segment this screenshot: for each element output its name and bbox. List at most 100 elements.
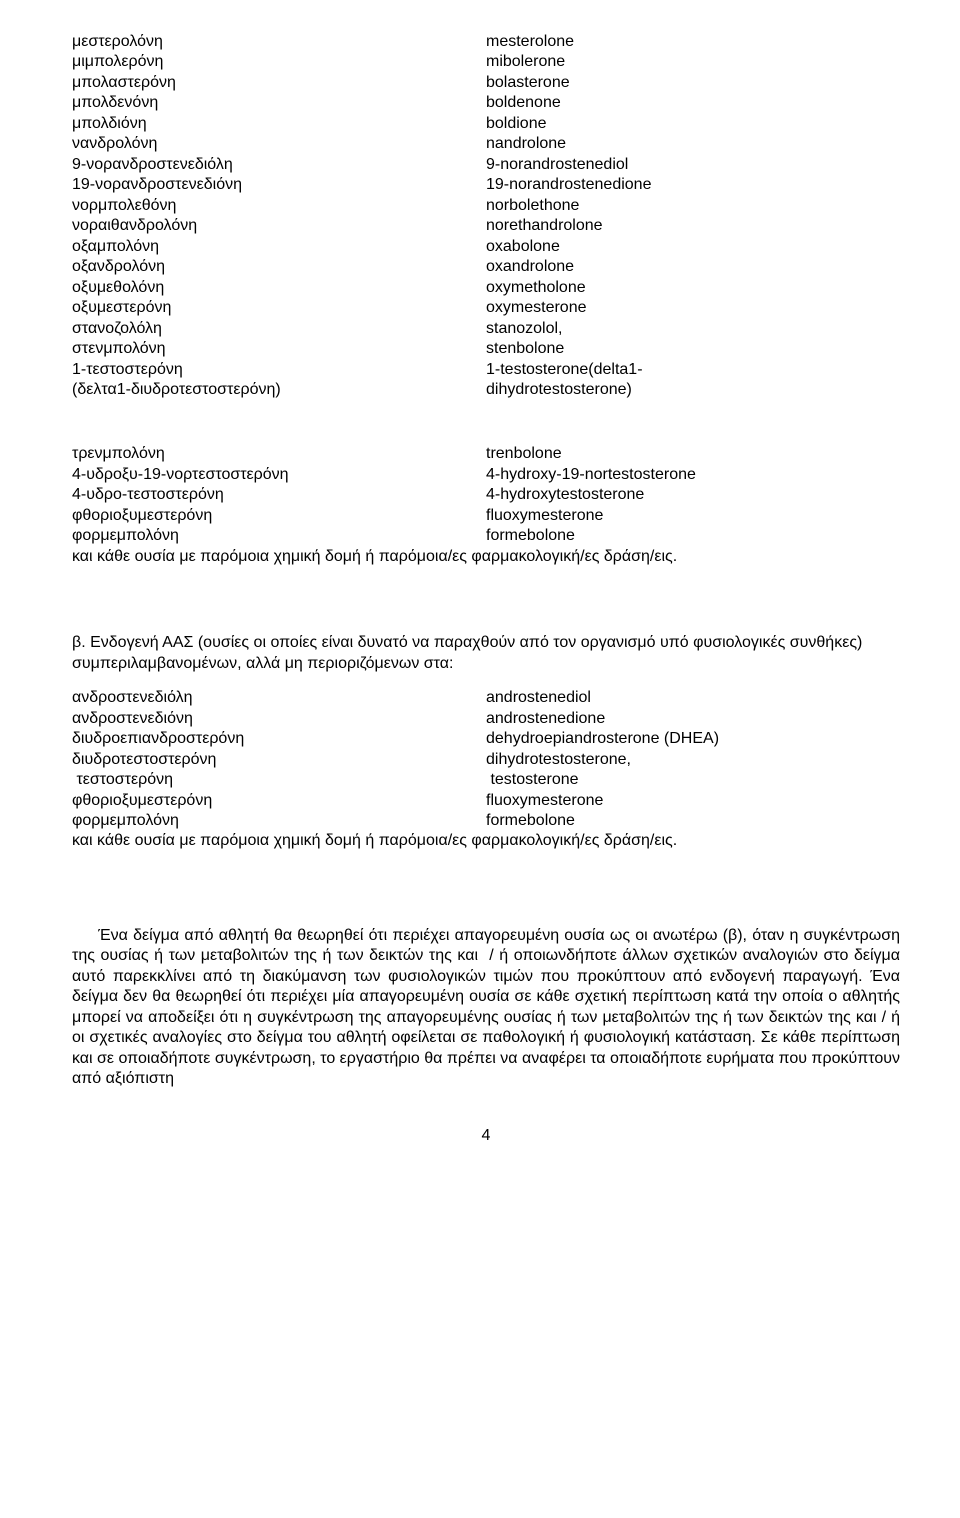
greek-term: 1-τεστοστερόνη (δελτα1-διυδροτεστοστερόν… [72, 360, 486, 401]
latin-term-text: trenbolone [486, 445, 562, 462]
greek-term-text: οξυμεστερόνη [72, 299, 171, 316]
final-paragraph: Ένα δείγμα από αθλητή θα θεωρηθεί ότι πε… [72, 926, 900, 1090]
greek-term: μπολαστερόνη [72, 73, 486, 93]
greek-term-text: διυδροεπιανδροστερόνη [72, 730, 244, 747]
greek-term: 4-υδρο-τεστοστερόνη [72, 485, 486, 505]
greek-term: τεστοστερόνη [72, 770, 486, 790]
table-row: τεστοστερόνη testosterone [72, 770, 900, 790]
greek-term: νανδρολόνη [72, 134, 486, 154]
latin-term: 4-hydroxy-19-nortestosterone [486, 465, 900, 485]
greek-term: ανδροστενεδιόνη [72, 709, 486, 729]
greek-term-text: 4-υδρο-τεστοστερόνη [72, 486, 224, 503]
latin-term: 1-testosterone(delta1- dihydrotestostero… [486, 360, 900, 401]
latin-term-text: androstenediol [486, 689, 591, 706]
table-row: φθοριοξυμεστερόνηfluoxymesterone [72, 506, 900, 526]
greek-term: φορμεμπολόνη [72, 811, 486, 831]
latin-term: fluoxymesterone [486, 506, 900, 526]
latin-term: oxymetholone [486, 278, 900, 298]
latin-term-text: oxandrolone [486, 258, 574, 275]
table-row: μπολαστερόνηbolasterone [72, 73, 900, 93]
greek-term-text: 19-νορανδροστενεδιόνη [72, 176, 242, 193]
latin-term: boldenone [486, 93, 900, 113]
section-b-trailing-line: και κάθε ουσία με παρόμοια χημική δομή ή… [72, 831, 900, 851]
section-gap [72, 589, 900, 611]
greek-term-text: νοραιθανδρολόνη [72, 217, 197, 234]
table-row: μπολδενόνη boldenone [72, 93, 900, 113]
list2-trailing-line: και κάθε ουσία με παρόμοια χημική δομή ή… [72, 547, 900, 567]
section-gap [72, 874, 900, 896]
greek-term-text: 1-τεστοστερόνη (δελτα1-διυδροτεστοστερόν… [72, 361, 281, 398]
latin-term-text: 4-hydroxytestosterone [486, 486, 644, 503]
latin-term: testosterone [486, 770, 900, 790]
greek-term-text: φορμεμπολόνη [72, 527, 179, 544]
latin-term: norethandrolone [486, 216, 900, 236]
latin-term: mesterolone [486, 32, 900, 52]
table-row: στενμπολόνηstenbolone [72, 339, 900, 359]
table-row: οξυμεστερόνη oxymesterone [72, 298, 900, 318]
table-row: 1-τεστοστερόνη (δελτα1-διυδροτεστοστερόν… [72, 360, 900, 401]
table-row: 9-νορανδροστενεδιόλη9-norandrostenediol [72, 155, 900, 175]
greek-term: 9-νορανδροστενεδιόλη [72, 155, 486, 175]
greek-term: οξυμεστερόνη [72, 298, 486, 318]
latin-term-text: mibolerone [486, 53, 565, 70]
latin-term: fluoxymesterone [486, 791, 900, 811]
greek-term-text: διυδροτεστοστερόνη [72, 751, 216, 768]
substance-list-1: μεστερολόνηmesteroloneμιμπολερόνη miboler… [72, 32, 900, 400]
section-gap [72, 567, 900, 589]
greek-term: φορμεμπολόνη [72, 526, 486, 546]
latin-term-text: bolasterone [486, 74, 570, 91]
latin-term-text: formebolone [486, 812, 575, 829]
table-row: διυδροτεστοστερόνηdihydrotestosterone, [72, 750, 900, 770]
latin-term-text: 4-hydroxy-19-nortestosterone [486, 466, 696, 483]
latin-term-text: stanozolol, [486, 320, 563, 337]
section-gap [72, 422, 900, 444]
latin-term: 4-hydroxytestosterone [486, 485, 900, 505]
greek-term: τρενμπολόνη [72, 444, 486, 464]
greek-term-text: νορμπολεθόνη [72, 197, 176, 214]
table-row: οξαμπολόνηoxabolone [72, 237, 900, 257]
greek-term-text: τεστοστερόνη [72, 771, 173, 788]
latin-term: androstenediol [486, 688, 900, 708]
greek-term-text: φορμεμπολόνη [72, 812, 179, 829]
substance-list-2: τρενμπολόνηtrenbolone4-υδροξυ-19-νορτεστ… [72, 444, 900, 546]
greek-term-text: 4-υδροξυ-19-νορτεστοστερόνη [72, 466, 289, 483]
greek-term-text: οξυμεθολόνη [72, 279, 164, 296]
greek-term: μιμπολερόνη [72, 52, 486, 72]
greek-term-text: μιμπολερόνη [72, 53, 163, 70]
greek-term: νορμπολεθόνη [72, 196, 486, 216]
greek-term: φθοριοξυμεστερόνη [72, 506, 486, 526]
table-row: μιμπολερόνη mibolerone [72, 52, 900, 72]
greek-term-text: μπολδενόνη [72, 94, 158, 111]
latin-term: oxandrolone [486, 257, 900, 277]
latin-term: formebolone [486, 526, 900, 546]
latin-term: boldione [486, 114, 900, 134]
latin-term-text: fluoxymesterone [486, 792, 603, 809]
page-number: 4 [72, 1126, 900, 1146]
latin-term: oxabolone [486, 237, 900, 257]
greek-term-text: ανδροστενεδιόλη [72, 689, 193, 706]
latin-term-text: boldenone [486, 94, 561, 111]
latin-term-text: testosterone [486, 771, 579, 788]
list2-trailing-text: και κάθε ουσία με παρόμοια χημική δομή ή… [72, 548, 677, 565]
latin-term-text: mesterolone [486, 33, 574, 50]
latin-term: oxymesterone [486, 298, 900, 318]
table-row: διυδροεπιανδροστερόνηdehydroepiandroster… [72, 729, 900, 749]
greek-term: οξυμεθολόνη [72, 278, 486, 298]
latin-term-text: formebolone [486, 527, 575, 544]
table-row: τρενμπολόνηtrenbolone [72, 444, 900, 464]
latin-term: androstenedione [486, 709, 900, 729]
greek-term: φθοριοξυμεστερόνη [72, 791, 486, 811]
table-row: 4-υδροξυ-19-νορτεστοστερόνη 4-hydroxy-19-… [72, 465, 900, 485]
table-row: μεστερολόνηmesterolone [72, 32, 900, 52]
latin-term: bolasterone [486, 73, 900, 93]
latin-term: norbolethone [486, 196, 900, 216]
greek-term: 4-υδροξυ-19-νορτεστοστερόνη [72, 465, 486, 485]
latin-term-text: boldione [486, 115, 547, 132]
table-row: νανδρολόνηnandrolone [72, 134, 900, 154]
greek-term-text: ανδροστενεδιόνη [72, 710, 193, 727]
latin-term-text: oxymetholone [486, 279, 586, 296]
greek-term: μπολδενόνη [72, 93, 486, 113]
greek-term-text: 9-νορανδροστενεδιόλη [72, 156, 233, 173]
latin-term-text: 19-norandrostenedione [486, 176, 651, 193]
greek-term-text: οξανδρολόνη [72, 258, 165, 275]
